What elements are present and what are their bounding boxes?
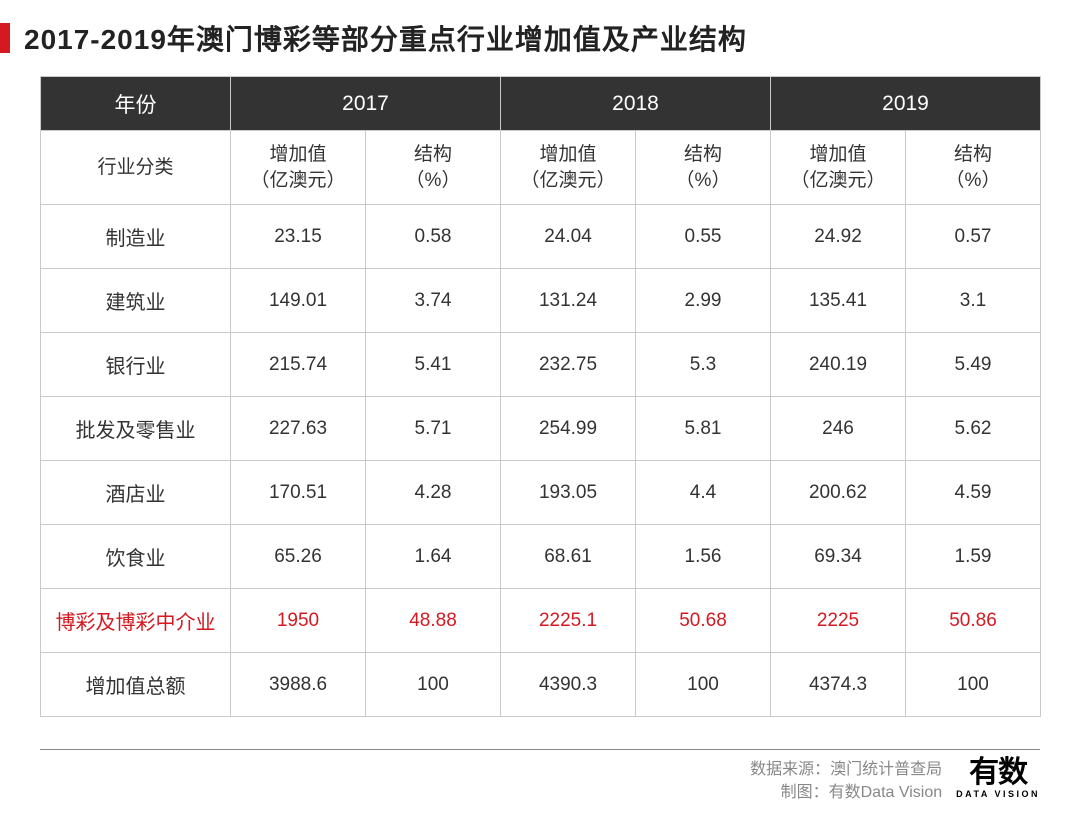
sub-value-2018: 增加值（亿澳元） [501,131,636,205]
cell-s3: 100 [906,653,1041,717]
cell-s3: 4.59 [906,461,1041,525]
row-label: 建筑业 [41,269,231,333]
row-label: 批发及零售业 [41,397,231,461]
cell-v3: 200.62 [771,461,906,525]
cell-v3: 240.19 [771,333,906,397]
source-block: 数据来源：澳门统计普查局 制图：有数Data Vision [750,758,942,804]
header-row-years: 年份 2017 2018 2019 [41,77,1041,131]
cell-v1: 227.63 [231,397,366,461]
row-label: 制造业 [41,205,231,269]
table-row: 银行业215.745.41232.755.3240.195.49 [41,333,1041,397]
cell-v1: 65.26 [231,525,366,589]
year-2018: 2018 [501,77,771,131]
table-row: 增加值总额3988.61004390.31004374.3100 [41,653,1041,717]
cell-s3: 50.86 [906,589,1041,653]
year-2017: 2017 [231,77,501,131]
table-container: 年份 2017 2018 2019 行业分类 增加值（亿澳元） 结构（%） 增加… [0,76,1080,717]
cell-v2: 254.99 [501,397,636,461]
cell-s3: 5.49 [906,333,1041,397]
table-row: 酒店业170.514.28193.054.4200.624.59 [41,461,1041,525]
cell-s2: 50.68 [636,589,771,653]
sub-value-2017: 增加值（亿澳元） [231,131,366,205]
cell-s3: 3.1 [906,269,1041,333]
cell-v1: 149.01 [231,269,366,333]
cell-s2: 2.99 [636,269,771,333]
cell-v2: 2225.1 [501,589,636,653]
title-row: 2017-2019年澳门博彩等部分重点行业增加值及产业结构 [0,0,1080,76]
cell-v1: 215.74 [231,333,366,397]
footer: 数据来源：澳门统计普查局 制图：有数Data Vision 有数 DATA VI… [40,749,1040,804]
cell-v2: 24.04 [501,205,636,269]
cell-s2: 4.4 [636,461,771,525]
cell-s3: 1.59 [906,525,1041,589]
credit-value: 有数Data Vision [829,784,943,801]
cell-s1: 1.64 [366,525,501,589]
table-row: 制造业23.150.5824.040.5524.920.57 [41,205,1041,269]
cell-v3: 135.41 [771,269,906,333]
cell-v3: 69.34 [771,525,906,589]
sub-share-2018: 结构（%） [636,131,771,205]
cell-s1: 100 [366,653,501,717]
table-row: 饮食业65.261.6468.611.5669.341.59 [41,525,1041,589]
accent-bar [0,23,10,53]
logo-cn: 有数 [969,758,1027,788]
table-row: 批发及零售业227.635.71254.995.812465.62 [41,397,1041,461]
cell-s1: 4.28 [366,461,501,525]
cell-s1: 5.71 [366,397,501,461]
sub-share-2017: 结构（%） [366,131,501,205]
corner-year-label: 年份 [41,77,231,131]
table-row: 建筑业149.013.74131.242.99135.413.1 [41,269,1041,333]
source-label: 数据来源： [750,761,830,778]
cell-s1: 5.41 [366,333,501,397]
cell-v1: 1950 [231,589,366,653]
category-label: 行业分类 [41,131,231,205]
cell-s3: 0.57 [906,205,1041,269]
cell-v1: 3988.6 [231,653,366,717]
row-label: 饮食业 [41,525,231,589]
row-label: 增加值总额 [41,653,231,717]
row-label: 银行业 [41,333,231,397]
cell-s3: 5.62 [906,397,1041,461]
table-row: 博彩及博彩中介业195048.882225.150.68222550.86 [41,589,1041,653]
brand-logo: 有数 DATA VISION [956,758,1040,799]
cell-v3: 4374.3 [771,653,906,717]
sub-value-2019: 增加值（亿澳元） [771,131,906,205]
cell-v2: 193.05 [501,461,636,525]
source-line: 数据来源：澳门统计普查局 [750,758,942,781]
cell-v2: 232.75 [501,333,636,397]
sub-share-2019: 结构（%） [906,131,1041,205]
cell-v2: 4390.3 [501,653,636,717]
header-row-sub: 行业分类 增加值（亿澳元） 结构（%） 增加值（亿澳元） 结构（%） 增加值（亿… [41,131,1041,205]
row-label: 博彩及博彩中介业 [41,589,231,653]
source-value: 澳门统计普查局 [830,761,942,778]
cell-s2: 100 [636,653,771,717]
cell-v2: 131.24 [501,269,636,333]
cell-v3: 246 [771,397,906,461]
cell-s1: 48.88 [366,589,501,653]
page-title: 2017-2019年澳门博彩等部分重点行业增加值及产业结构 [24,18,747,58]
cell-v3: 2225 [771,589,906,653]
credit-line: 制图：有数Data Vision [750,781,942,804]
cell-s2: 5.3 [636,333,771,397]
cell-v1: 23.15 [231,205,366,269]
cell-v2: 68.61 [501,525,636,589]
cell-s2: 1.56 [636,525,771,589]
logo-en: DATA VISION [956,790,1040,799]
table-body: 制造业23.150.5824.040.5524.920.57建筑业149.013… [41,205,1041,717]
cell-s2: 0.55 [636,205,771,269]
year-2019: 2019 [771,77,1041,131]
cell-v3: 24.92 [771,205,906,269]
cell-s1: 0.58 [366,205,501,269]
row-label: 酒店业 [41,461,231,525]
credit-label: 制图： [781,784,829,801]
cell-v1: 170.51 [231,461,366,525]
cell-s1: 3.74 [366,269,501,333]
industry-table: 年份 2017 2018 2019 行业分类 增加值（亿澳元） 结构（%） 增加… [40,76,1041,717]
cell-s2: 5.81 [636,397,771,461]
